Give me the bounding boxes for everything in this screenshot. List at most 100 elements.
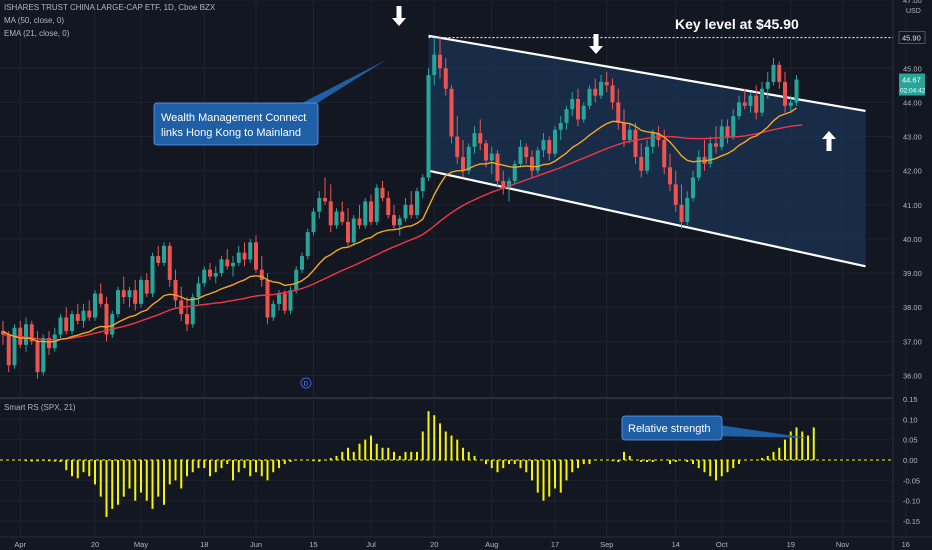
rs-bar (404, 451, 407, 460)
rs-legend[interactable]: Smart RS (SPX, 21) (4, 403, 76, 412)
rs-bar (536, 460, 539, 493)
channel-upper-line (428, 34, 866, 113)
symbol-line[interactable]: ISHARES TRUST CHINA LARGE-CAP ETF, 1D, C… (4, 3, 216, 12)
candle-body (12, 327, 17, 366)
candle-body (576, 99, 580, 120)
rs-bar (646, 460, 648, 463)
relative-strength-bars (0, 411, 893, 517)
rs-bar (450, 435, 453, 460)
time-tick-label: Jun (250, 540, 262, 549)
time-tick-label: Jul (366, 540, 376, 549)
candle-body (489, 153, 494, 161)
rs-bar (186, 460, 188, 477)
up-arrow-icon (822, 131, 836, 151)
candle-body (541, 139, 546, 151)
rs-bar (496, 460, 499, 473)
rs-bar (393, 451, 395, 460)
candle-body (719, 126, 724, 147)
countdown-label: 02:04:42 (900, 88, 926, 95)
price-tick-label: 45.00 (903, 64, 922, 73)
price-tick-label: 47.00 (903, 0, 922, 5)
rs-bar (669, 460, 671, 465)
candle-body (501, 180, 506, 188)
candle-body (650, 133, 655, 147)
candle-body (1, 331, 5, 335)
rs-tick-label: -0.15 (903, 517, 920, 526)
time-tick-label: 15 (309, 540, 317, 549)
candle-body (93, 293, 97, 318)
callout-pointer (712, 424, 808, 438)
candle-body (208, 269, 212, 277)
rs-bar (778, 447, 781, 460)
candle-body (386, 198, 391, 216)
moving-averages (2, 107, 803, 343)
rs-bar (237, 460, 240, 473)
time-tick-label: 14 (672, 540, 680, 549)
candle-body (708, 143, 713, 164)
down-arrow-icon (589, 34, 603, 54)
rs-bar (30, 460, 33, 462)
candle-body (783, 81, 787, 106)
price-tick-label: 42.00 (903, 167, 922, 176)
rs-bar (519, 460, 522, 469)
candle-body (87, 310, 92, 318)
event-marker-label: D (304, 381, 309, 388)
rs-bar (416, 451, 418, 460)
rs-bar (801, 431, 804, 460)
rs-bar (761, 457, 763, 460)
candle-body (455, 136, 460, 158)
time-tick-label: 17 (551, 540, 559, 549)
rs-bar (364, 439, 367, 460)
candle-body (627, 129, 632, 140)
price-tick-label: 36.00 (903, 372, 922, 381)
rs-bar (347, 447, 349, 460)
candle-body (633, 129, 638, 158)
candle-body (472, 133, 477, 147)
candle-body (547, 139, 552, 154)
candle-body (351, 218, 356, 243)
candle-body (305, 232, 310, 257)
rs-bar (197, 460, 200, 469)
candle-body (731, 116, 736, 137)
rs-bar (209, 460, 211, 477)
time-tick-label: 16 (902, 540, 910, 549)
rs-bar (25, 460, 27, 462)
candle-body (271, 303, 276, 318)
candle-body (323, 198, 327, 202)
candle-body (432, 54, 437, 76)
rs-bar (715, 460, 717, 481)
candle-body (144, 279, 149, 294)
rs-bar (473, 455, 476, 460)
currency-label: USD (906, 8, 921, 15)
rs-bar (381, 447, 384, 460)
candle-body (173, 279, 178, 301)
candle-body (392, 215, 396, 226)
ma-legend[interactable]: MA (50, close, 0) (4, 16, 65, 25)
candle-body (70, 314, 74, 332)
last-price-label: 44.67 (902, 76, 921, 85)
rs-bar (795, 427, 798, 460)
candle-body (300, 256, 304, 270)
candle-body (691, 177, 695, 198)
rs-bar (772, 451, 775, 460)
callout-pointer (300, 60, 386, 114)
rs-bar (410, 451, 413, 460)
rs-bar (174, 460, 177, 481)
candle-body (127, 290, 132, 297)
rs-bar (433, 415, 436, 460)
candle-body (478, 133, 483, 144)
rs-bar (42, 460, 45, 461)
rs-bar (623, 451, 625, 460)
rs-bar (617, 460, 620, 463)
candle-body (248, 242, 253, 260)
rs-tick-label: -0.10 (903, 497, 920, 506)
rs-bar (525, 460, 528, 473)
candle-body (616, 102, 621, 123)
ema-legend[interactable]: EMA (21, close, 0) (4, 29, 70, 38)
callout-box (621, 415, 723, 441)
candle-body (564, 109, 569, 123)
callout-box (153, 102, 319, 146)
candle-body (357, 218, 362, 226)
candle-body (133, 290, 138, 304)
rs-bar (490, 460, 493, 469)
